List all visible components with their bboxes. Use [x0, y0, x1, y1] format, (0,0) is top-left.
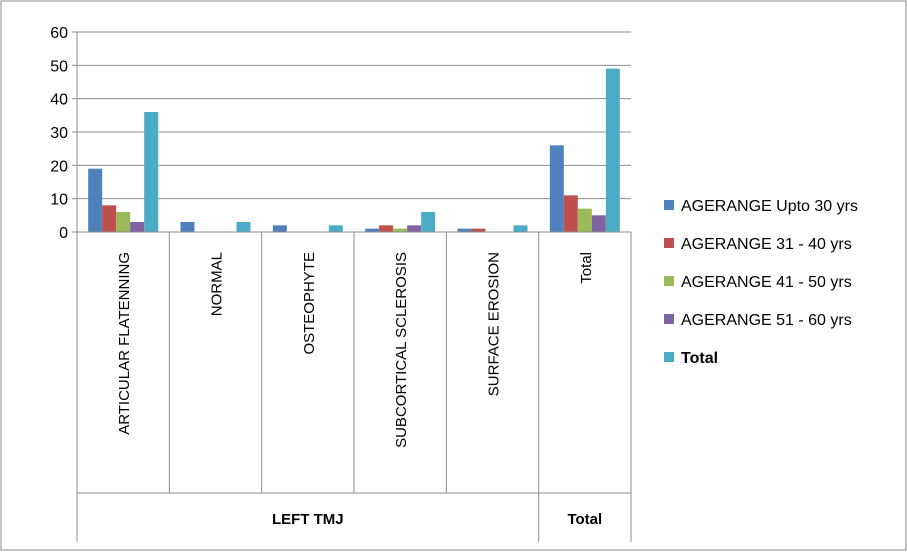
x-category-label: Total	[578, 252, 595, 284]
legend-swatch	[664, 314, 674, 324]
bar	[328, 225, 343, 232]
y-tick-label: 0	[59, 225, 68, 242]
bar	[421, 212, 436, 232]
bar	[379, 225, 394, 232]
bar	[102, 205, 117, 232]
y-tick-label: 40	[50, 92, 68, 109]
bar	[180, 222, 195, 232]
bar	[407, 225, 422, 232]
x-group-label: LEFT TMJ	[272, 511, 344, 528]
bar	[563, 195, 578, 232]
y-tick-labels: 0 10 20 30 40 50 60	[50, 25, 68, 242]
bar	[236, 222, 251, 232]
axes	[72, 31, 632, 542]
y-tick-label: 30	[50, 125, 68, 142]
legend-entry: AGERANGE 51 - 60 yrs	[681, 312, 852, 329]
bar	[591, 215, 606, 232]
legend: AGERANGE Upto 30 yrs AGERANGE 31 - 40 yrs…	[664, 198, 858, 367]
gridlines	[77, 31, 631, 200]
legend-swatch	[664, 238, 674, 248]
bar	[549, 145, 564, 232]
x-group-labels: LEFT TMJ Total	[272, 511, 602, 528]
bar	[605, 68, 620, 233]
x-category-label: ARTICULAR FLATENNING	[116, 252, 133, 435]
x-category-label: SURFACE EROSION	[486, 252, 503, 396]
legend-entry: Total	[681, 350, 718, 367]
y-tick-label: 60	[50, 25, 68, 42]
bar	[577, 208, 592, 232]
bar	[272, 225, 287, 232]
bar	[88, 168, 103, 232]
bar	[471, 228, 486, 232]
bar	[130, 222, 145, 232]
x-category-label: NORMAL	[209, 252, 226, 316]
legend-entry: AGERANGE 41 - 50 yrs	[681, 274, 852, 291]
legend-entry: AGERANGE 31 - 40 yrs	[681, 236, 852, 253]
y-tick-label: 50	[50, 58, 68, 75]
legend-swatch	[664, 200, 674, 210]
bar	[513, 225, 528, 232]
x-group-label: Total	[567, 511, 602, 528]
x-category-labels: ARTICULAR FLATENNING NORMAL OSTEOPHYTE SUBC…	[116, 252, 595, 448]
bar	[365, 228, 380, 232]
bars	[88, 68, 620, 233]
x-category-label: SUBCORTICAL SCLEROSIS	[393, 252, 410, 448]
x-category-label: OSTEOPHYTE	[301, 252, 318, 355]
bar	[393, 228, 408, 232]
legend-entry: AGERANGE Upto 30 yrs	[681, 198, 858, 215]
bar	[457, 228, 472, 232]
bar	[144, 112, 159, 232]
legend-swatch	[664, 352, 674, 362]
legend-swatch	[664, 276, 674, 286]
y-tick-label: 20	[50, 158, 68, 175]
bar	[116, 212, 131, 232]
y-tick-label: 10	[50, 192, 68, 209]
